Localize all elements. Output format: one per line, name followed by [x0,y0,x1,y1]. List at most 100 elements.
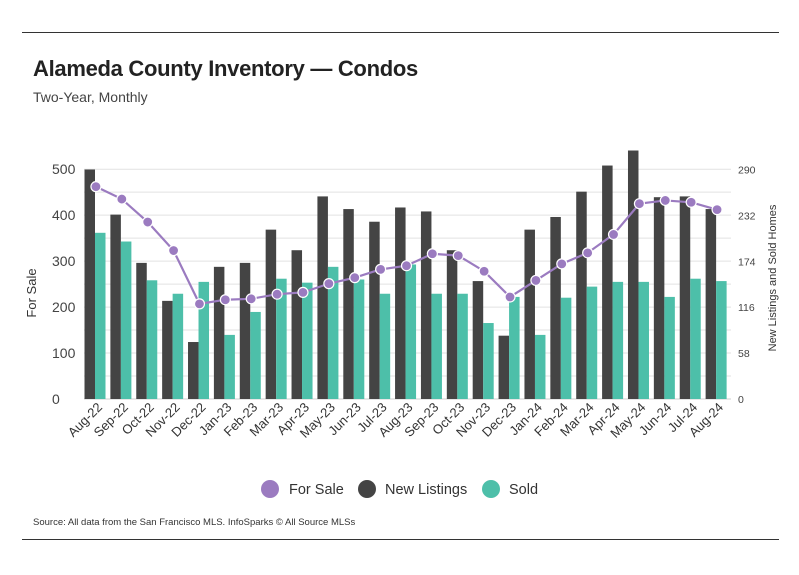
bar-sold-Apr-23 [302,282,313,399]
point-for-sale-Mar-24 [582,247,594,259]
bar-sold-May-24 [638,281,649,399]
bar-sold-Mar-23 [276,278,287,399]
bar-sold-Oct-22 [146,280,158,399]
bar-new-listings-Apr-23 [291,250,303,399]
bar-sold-Nov-23 [483,323,494,399]
bar-new-listings-Oct-22 [136,262,147,399]
bar-sold-Aug-23 [405,264,417,399]
left-tick-label: 400 [52,207,76,223]
bar-sold-Aug-24 [716,281,727,399]
point-for-sale-Mar-23 [271,288,283,300]
point-for-sale-Aug-24 [711,204,723,216]
left-tick-label: 0 [52,391,60,407]
bars-layer [84,150,727,399]
bar-new-listings-Mar-24 [576,191,587,399]
bar-new-listings-Feb-24 [550,216,561,399]
left-tick-label: 100 [52,345,76,361]
left-tick-label: 300 [52,253,76,269]
point-for-sale-Jul-23 [375,263,387,275]
point-for-sale-Aug-23 [400,260,413,272]
bar-sold-May-23 [327,266,339,399]
bar-new-listings-Jul-24 [679,196,691,399]
right-tick-label: 232 [738,210,756,222]
bar-new-listings-Sep-23 [420,211,432,399]
point-for-sale-Sep-22 [116,193,128,205]
bar-sold-Jul-23 [379,293,391,399]
bar-sold-Oct-23 [457,293,468,399]
bar-sold-Sep-23 [431,293,442,399]
legend-swatch [261,480,279,498]
bar-new-listings-Jun-23 [343,209,354,399]
source-note: Source: All data from the San Francisco … [33,517,356,528]
legend-swatch [482,480,500,498]
chart-subtitle: Two-Year, Monthly [33,89,148,105]
point-for-sale-Feb-24 [556,258,568,270]
bar-sold-Jul-24 [690,278,701,399]
legend-swatch [358,480,376,498]
point-for-sale-Oct-23 [452,250,464,262]
bottom-rule [22,539,779,540]
bar-sold-Dec-23 [509,296,520,399]
bar-new-listings-Sep-22 [110,214,121,399]
legend-label: For Sale [289,482,344,498]
for-sale-line-layer [90,181,723,310]
point-for-sale-Jun-24 [659,194,671,207]
legend: For Sale New Listings Sold [261,480,538,498]
bar-new-listings-Aug-23 [395,207,406,399]
point-for-sale-Sep-23 [426,248,438,260]
bar-new-listings-Aug-22 [84,169,95,399]
point-for-sale-Jan-24 [530,274,542,287]
bar-sold-Nov-22 [172,293,184,399]
right-tick-label: 174 [738,256,756,268]
bar-sold-Aug-22 [95,232,106,399]
point-for-sale-Oct-22 [142,216,154,228]
x-axis-ticks: Aug-22Sep-22Oct-22Nov-22Dec-22Jan-23Feb-… [65,400,726,441]
bar-new-listings-Nov-22 [162,300,173,399]
right-tick-label: 58 [738,348,750,360]
bar-sold-Dec-22 [198,281,210,399]
left-axis-label: For Sale [24,268,39,317]
bar-sold-Feb-23 [250,311,261,399]
bar-new-listings-Jun-24 [653,197,665,399]
right-tick-label: 290 [738,164,756,176]
bar-sold-Jun-24 [664,296,675,399]
left-tick-label: 200 [52,299,76,315]
bar-sold-Jun-23 [353,279,365,399]
bar-new-listings-Apr-24 [602,165,613,399]
top-rule [22,32,779,33]
legend-label: Sold [509,482,538,498]
bar-new-listings-Dec-22 [188,342,199,399]
point-for-sale-Dec-23 [504,291,516,303]
bar-new-listings-Dec-23 [498,335,510,399]
point-for-sale-Nov-23 [478,265,490,277]
bar-new-listings-Oct-23 [446,250,458,399]
bar-new-listings-Mar-23 [265,229,277,399]
point-for-sale-May-23 [323,278,335,290]
bar-sold-Jan-23 [224,334,235,399]
chart-title: Alameda County Inventory — Condos [33,56,418,81]
right-tick-label: 116 [738,302,755,314]
bar-new-listings-Aug-24 [705,209,717,399]
bar-new-listings-Nov-23 [472,281,484,399]
bar-sold-Mar-24 [586,286,598,399]
bar-new-listings-May-24 [627,150,639,399]
bar-new-listings-Jul-23 [369,221,380,399]
bar-sold-Sep-22 [120,241,132,399]
bar-new-listings-May-23 [317,196,328,399]
point-for-sale-Feb-23 [245,293,257,305]
point-for-sale-Jun-23 [349,272,361,284]
bar-sold-Feb-24 [560,297,572,399]
bar-sold-Apr-24 [612,281,624,399]
bar-new-listings-Jan-24 [524,229,535,399]
left-tick-label: 500 [52,161,76,177]
bar-new-listings-Feb-23 [239,262,251,399]
point-for-sale-Apr-24 [607,228,620,241]
point-for-sale-Jul-24 [685,196,697,208]
right-axis-ticks: 0 58 116 174 232 290 [738,164,756,406]
left-axis-ticks: 0 100 200 300 400 500 [52,161,76,407]
point-for-sale-Aug-22 [90,181,102,193]
bar-new-listings-Jan-23 [213,266,225,399]
legend-label: New Listings [385,482,467,498]
point-for-sale-May-24 [633,198,646,210]
point-for-sale-Nov-22 [167,244,180,257]
